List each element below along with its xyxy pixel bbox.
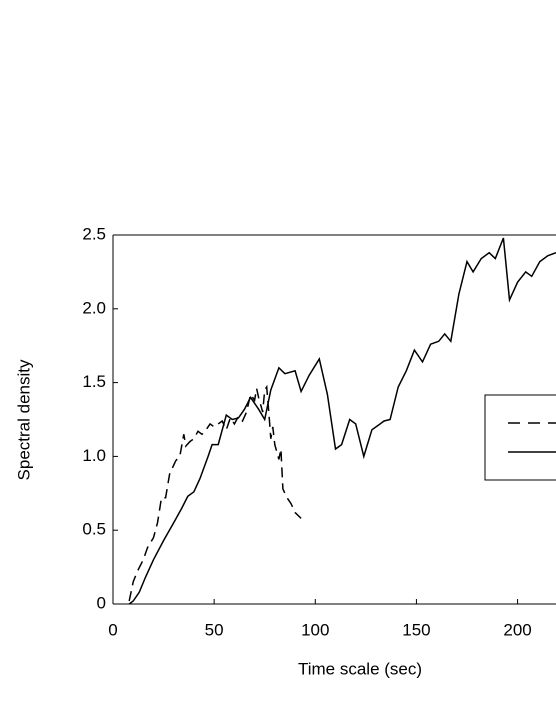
y-tick-label: 1.5 (82, 372, 106, 391)
y-axis-label: Spectral density (14, 359, 33, 480)
legend-box (484, 394, 556, 481)
x-tick-label: 100 (301, 620, 329, 639)
y-tick-label: 2.5 (82, 224, 106, 243)
y-tick-label: 1.0 (82, 446, 106, 465)
y-tick-label: 0.5 (82, 520, 106, 539)
legend (484, 394, 556, 481)
x-tick-label: 200 (503, 620, 531, 639)
x-axis-label: Time scale (sec) (298, 659, 422, 678)
x-tick-label: 0 (108, 620, 117, 639)
y-tick-label: 2.0 (82, 298, 106, 317)
x-tick-label: 150 (402, 620, 430, 639)
series-line (128, 237, 556, 605)
y-tick-label: 0 (97, 593, 106, 612)
plot-area (128, 237, 556, 605)
series-line (128, 384, 302, 602)
x-tick-label: 50 (205, 620, 224, 639)
